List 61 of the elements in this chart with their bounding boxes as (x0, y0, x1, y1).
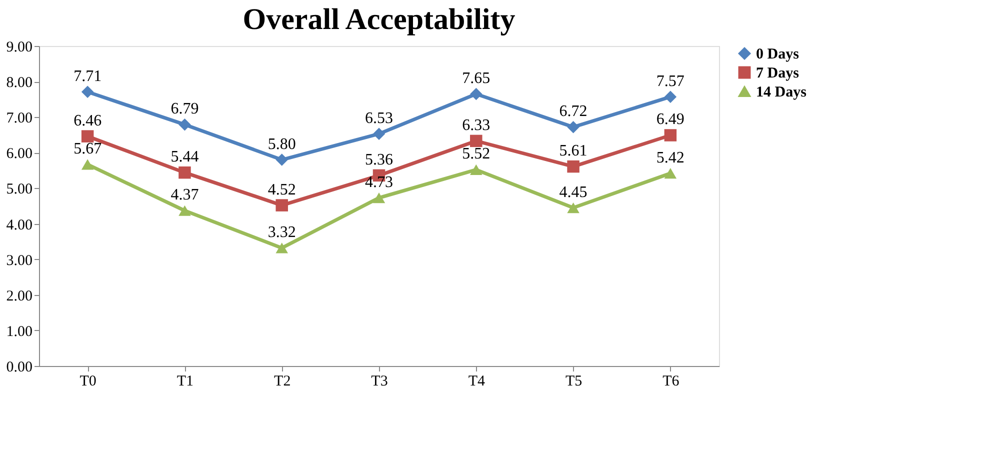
point (178, 166, 191, 179)
y-tick-label: 8.00 (6, 75, 32, 92)
x-tick-label: T4 (468, 374, 486, 390)
point (470, 134, 482, 148)
legend-label: 14 Days (756, 84, 807, 100)
data-label: 4.37 (170, 186, 199, 204)
point (178, 118, 191, 131)
point (372, 192, 386, 204)
data-label: 4.45 (559, 184, 588, 201)
data-label: 6.53 (365, 110, 393, 127)
x-tick-label: T1 (176, 374, 194, 390)
y-tick-label: 3.00 (6, 252, 32, 269)
point (178, 205, 191, 216)
point (276, 242, 288, 254)
y-tick-label: 6.00 (6, 146, 32, 162)
data-label: 5.36 (365, 151, 393, 168)
data-label: 6.49 (656, 111, 684, 128)
y-tick-label: 4.00 (6, 217, 32, 234)
data-label: 7.65 (462, 70, 490, 87)
point (664, 129, 677, 142)
data-label: 5.44 (170, 148, 199, 166)
x-tick-label: T6 (662, 374, 680, 390)
data-label: 7.57 (656, 72, 684, 90)
point (567, 120, 580, 134)
y-tick-label: 1.00 (6, 324, 32, 340)
point (664, 168, 677, 179)
point (81, 159, 94, 170)
data-label: 4.52 (268, 181, 296, 198)
x-tick-label: T0 (80, 374, 96, 390)
data-label: 6.72 (559, 103, 588, 120)
y-tick-label: 0.00 (6, 360, 32, 376)
data-label: 7.71 (74, 68, 102, 85)
point (470, 88, 482, 100)
data-label: 3.32 (268, 224, 296, 241)
point (372, 128, 386, 140)
data-label: 5.67 (74, 140, 102, 158)
point (664, 90, 677, 103)
point (470, 164, 482, 176)
chart-title: Overall Acceptability (242, 3, 516, 36)
y-tick-label: 7.00 (6, 110, 32, 127)
x-tick-label: T5 (565, 374, 582, 390)
legend-label: 0 Days (756, 46, 800, 62)
point (81, 130, 94, 142)
data-label: 5.80 (268, 136, 296, 153)
data-label: 5.52 (462, 146, 490, 163)
point (81, 86, 94, 98)
data-label: 6.46 (74, 112, 102, 130)
y-tick-label: 9.00 (6, 40, 32, 56)
x-tick-label: T3 (371, 374, 388, 390)
point (567, 160, 580, 173)
point (276, 154, 288, 166)
point (276, 199, 288, 212)
x-tick-label: T2 (274, 374, 291, 390)
legend-label: 7 Days (756, 66, 800, 82)
y-tick-label: 5.00 (6, 182, 32, 198)
data-label: 5.42 (656, 149, 684, 166)
data-label: 6.79 (170, 100, 199, 118)
point (567, 202, 580, 214)
y-tick-label: 2.00 (6, 288, 32, 304)
data-label: 6.33 (462, 116, 490, 134)
data-label: 5.61 (559, 142, 588, 160)
